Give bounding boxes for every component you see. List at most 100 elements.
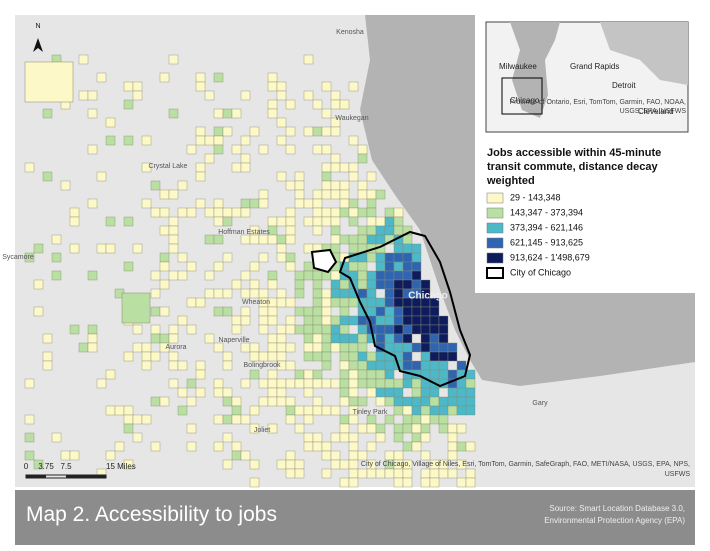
tract — [150, 351, 161, 362]
tract — [321, 144, 332, 155]
tract — [411, 342, 422, 353]
tract — [420, 306, 431, 317]
tract — [393, 216, 404, 227]
tract — [366, 369, 377, 380]
tract — [195, 171, 206, 182]
tract — [384, 279, 395, 290]
tract — [69, 207, 80, 218]
tract — [420, 396, 431, 407]
tract — [438, 369, 449, 380]
tract — [186, 396, 197, 407]
tract — [321, 189, 332, 200]
tract — [303, 270, 314, 281]
tract — [447, 450, 458, 461]
tract — [375, 252, 386, 263]
tract — [195, 72, 206, 83]
tract — [276, 90, 287, 101]
tract — [258, 189, 269, 200]
legend-label: 29 - 143,348 — [510, 192, 561, 202]
tract — [105, 369, 116, 380]
place-label: Sycamore — [2, 254, 34, 261]
tract — [276, 324, 287, 335]
tract — [375, 315, 386, 326]
tract — [249, 234, 260, 245]
tract — [339, 459, 350, 470]
tract — [330, 99, 341, 110]
tract — [195, 126, 206, 137]
tract — [393, 324, 404, 335]
tract — [249, 405, 260, 416]
tract — [87, 108, 98, 119]
tract — [348, 477, 359, 488]
tract — [114, 405, 125, 416]
tract — [312, 396, 323, 407]
tract — [330, 315, 341, 326]
tract — [384, 396, 395, 407]
tract — [105, 243, 116, 254]
tract — [411, 243, 422, 254]
tract — [384, 207, 395, 218]
tract — [384, 252, 395, 263]
tract — [312, 369, 323, 380]
tract — [132, 342, 143, 353]
inset-attribution: Province of Ontario, Esri, TomTom, Garmi… — [509, 99, 686, 115]
tract — [303, 351, 314, 362]
tract — [393, 378, 404, 389]
chicago-boundary — [338, 230, 472, 388]
tract — [438, 423, 449, 434]
tract — [69, 216, 80, 227]
tract — [123, 261, 134, 272]
tract — [366, 387, 377, 398]
tract — [276, 252, 287, 263]
tract — [213, 288, 224, 299]
tract — [420, 432, 431, 443]
tract — [348, 315, 359, 326]
tract — [366, 414, 377, 425]
tract — [258, 396, 269, 407]
tract — [285, 180, 296, 191]
tract — [357, 378, 368, 389]
tract — [357, 315, 368, 326]
tract — [339, 315, 350, 326]
legend-swatch — [486, 267, 504, 279]
tract — [159, 207, 170, 218]
tract — [204, 153, 215, 164]
tract — [429, 369, 440, 380]
tract — [195, 360, 206, 371]
tract — [456, 441, 467, 452]
place-label: Joliet — [254, 427, 270, 434]
tract — [438, 315, 449, 326]
tract — [348, 396, 359, 407]
scale-bar: 0 3.75 7.5 15 Miles — [24, 462, 136, 479]
tract — [168, 360, 179, 371]
tract — [195, 81, 206, 92]
tract — [51, 252, 62, 263]
tract — [402, 333, 413, 344]
tract — [150, 270, 161, 281]
tract — [321, 405, 332, 416]
tract — [357, 396, 368, 407]
tract — [294, 324, 305, 335]
tract — [321, 180, 332, 191]
tract — [69, 324, 80, 335]
tract — [177, 315, 188, 326]
tract — [33, 459, 44, 470]
tract — [24, 162, 35, 173]
tract — [33, 279, 44, 290]
tract — [294, 378, 305, 389]
tract — [240, 207, 251, 218]
tract — [438, 405, 449, 416]
tract — [141, 360, 152, 371]
tract — [177, 180, 188, 191]
tract — [285, 225, 296, 236]
tract — [357, 234, 368, 245]
tract — [294, 189, 305, 200]
tract — [339, 342, 350, 353]
tract — [24, 414, 35, 425]
scale-bar-segment — [66, 475, 106, 478]
tract — [276, 333, 287, 344]
tract — [240, 270, 251, 281]
tract — [321, 351, 332, 362]
tract — [339, 180, 350, 191]
